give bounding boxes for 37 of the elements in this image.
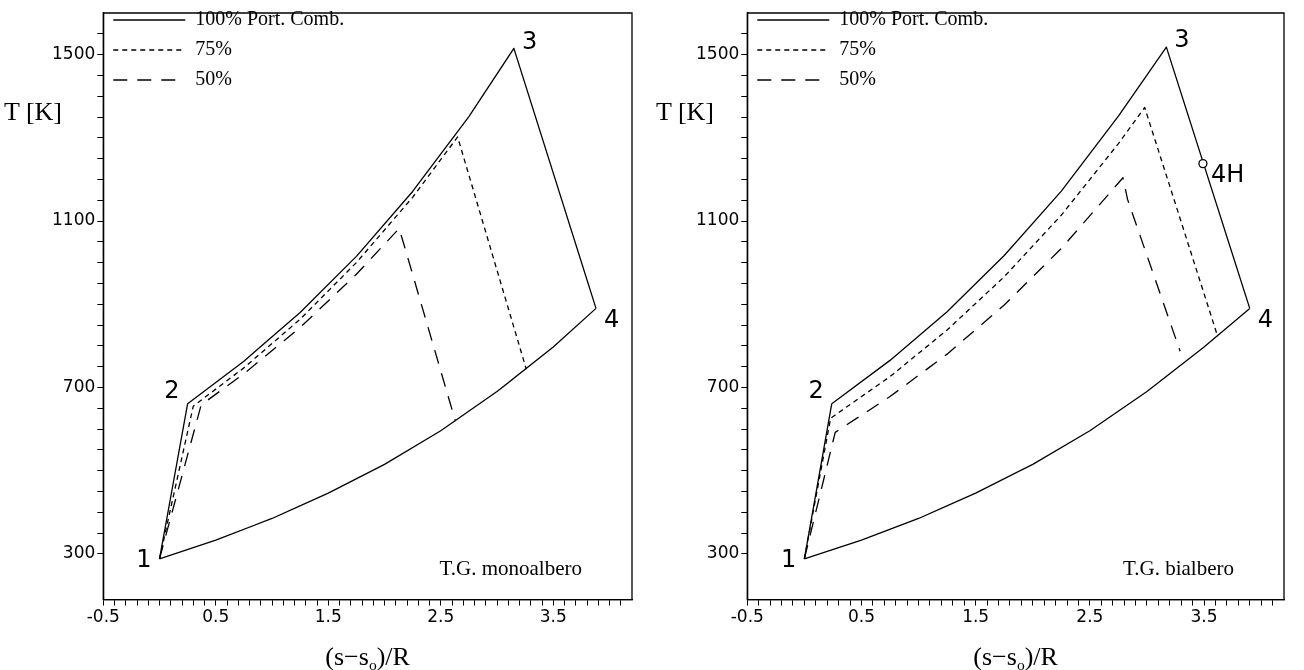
x-tick-label: 2.5: [427, 606, 455, 627]
annotation: 1: [136, 545, 152, 574]
legend-label: 75%: [839, 37, 876, 60]
legend-label: 75%: [195, 37, 232, 60]
annotation: 2: [164, 375, 180, 404]
y-tick-label: 1100: [696, 209, 740, 230]
x-tick-label: 3.5: [539, 606, 567, 627]
y-tick-label: 1100: [52, 209, 96, 230]
x-tick-label: 0.5: [202, 606, 230, 627]
legend-label: 50%: [839, 67, 876, 90]
y-tick-label: 700: [62, 375, 96, 396]
y-axis-title: T [K]: [4, 96, 63, 126]
x-tick-label: -0.5: [730, 606, 764, 627]
legend-label: 50%: [195, 67, 232, 90]
y-tick-label: 300: [706, 542, 740, 563]
x-tick-label: 0.5: [847, 606, 875, 627]
annotation: 4H: [1210, 159, 1245, 188]
annotation: 3: [1174, 25, 1190, 54]
legend-label: 100% Port. Comb.: [839, 7, 989, 30]
x-tick-label: 1.5: [314, 606, 342, 627]
annotation: 4: [1257, 304, 1274, 333]
x-tick-label: -0.5: [86, 606, 120, 627]
annotation: 2: [808, 375, 824, 404]
y-tick-label: 300: [62, 542, 96, 563]
annotation: 4: [604, 304, 620, 333]
y-tick-label: 1500: [52, 43, 96, 64]
annotation: T.G. bialbero: [1123, 556, 1234, 581]
annotation: 1: [781, 545, 797, 574]
x-tick-label: 2.5: [1076, 606, 1104, 627]
x-tick-label: 3.5: [1190, 606, 1218, 627]
x-tick-label: 1.5: [962, 606, 990, 627]
y-tick-label: 1500: [696, 43, 740, 64]
legend-label: 100% Port. Comb.: [195, 7, 345, 30]
y-axis-title: T [K]: [656, 96, 715, 126]
annotation: 3: [521, 26, 538, 55]
annotation: T.G. monoalbero: [439, 556, 582, 581]
y-tick-label: 700: [706, 375, 740, 396]
